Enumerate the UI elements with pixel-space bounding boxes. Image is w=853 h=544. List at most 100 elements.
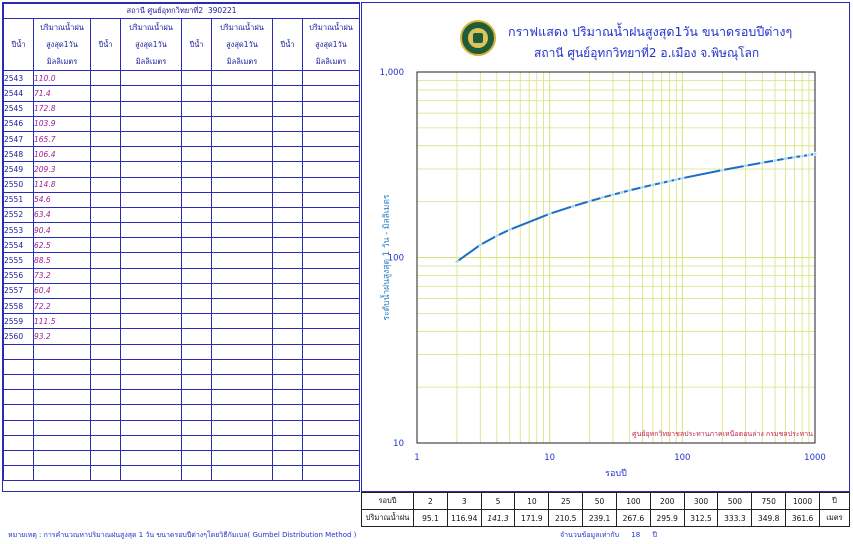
empty-cell <box>301 115 361 132</box>
year-cell: 2545 <box>3 100 34 117</box>
empty-cell <box>90 449 121 467</box>
table-row: 2544 71.4 <box>3 85 361 102</box>
empty-cell <box>120 434 182 451</box>
empty-cell <box>90 161 121 178</box>
empty-cell <box>211 282 273 300</box>
empty-cell <box>211 70 273 87</box>
empty-cell <box>181 115 212 132</box>
rain-value-cell: 95.1 <box>413 509 448 527</box>
empty-cell <box>272 434 303 451</box>
empty-cell <box>301 85 361 102</box>
year-cell: 2543 <box>3 70 34 87</box>
series-line <box>456 152 816 263</box>
table-row <box>3 419 361 436</box>
empty-cell <box>120 85 182 102</box>
rain-value-row: ปริมาณน้ำฝน 95.1 116.94 141.3 171.9 210.5 239.… <box>361 509 850 527</box>
data-point <box>674 177 679 182</box>
empty-cell <box>272 222 303 239</box>
rain-value-cell: 73.2 <box>33 267 91 284</box>
empty-cell <box>90 465 121 482</box>
x-tick-label: 10 <box>544 453 555 463</box>
table-row: 2560 93.2 <box>3 328 361 345</box>
return-period-cell: 25 <box>548 492 584 510</box>
return-period-label: รอบปี <box>361 492 414 510</box>
table-row: 2556 73.2 <box>3 267 361 284</box>
station-code: 390221 <box>207 6 237 16</box>
empty-cell <box>211 237 273 254</box>
empty-cell <box>272 343 303 360</box>
empty-cell <box>33 404 91 421</box>
empty-cell <box>272 328 303 345</box>
rain-header-line: ปริมาณน้ำฝน <box>220 23 264 33</box>
empty-cell <box>272 237 303 254</box>
data-point <box>800 154 805 159</box>
rain-header-line: มิลลิเมตร <box>46 57 78 67</box>
rain-value-cell: 165.7 <box>33 130 91 148</box>
empty-cell <box>272 282 303 300</box>
empty-cell <box>181 404 212 421</box>
return-period-row: รอบปี 2 3 5 10 25 50 100 200 300 500 750 1000 ปี <box>361 492 850 510</box>
year-column-header: ปีน้ำ <box>272 18 303 72</box>
empty-cell <box>90 146 121 163</box>
empty-cell <box>90 222 121 239</box>
rain-value-cell: 209.3 <box>33 161 91 178</box>
empty-cell <box>181 130 212 148</box>
empty-cell <box>120 222 182 239</box>
empty-cell <box>120 252 182 269</box>
empty-cell <box>211 434 273 451</box>
empty-cell <box>90 358 121 375</box>
empty-cell <box>3 434 34 451</box>
rain-value-cell: 295.9 <box>649 509 685 527</box>
empty-cell <box>181 465 212 482</box>
empty-cell <box>301 146 361 163</box>
y-tick-label: 1,000 <box>380 68 404 78</box>
table-row: 2548 106.4 <box>3 146 361 163</box>
empty-cell <box>181 389 212 406</box>
table-row <box>3 404 361 421</box>
empty-cell <box>120 389 182 406</box>
rain-header-line: สูงสุด1วัน <box>226 40 258 50</box>
rain-value-cell: 110.0 <box>33 70 91 87</box>
rain-column-header: ปริมาณน้ำฝน สูงสุด1วัน มิลลิเมตร <box>33 18 91 72</box>
table-row: 2549 209.3 <box>3 161 361 178</box>
empty-cell <box>120 206 182 224</box>
empty-cell <box>181 267 212 284</box>
empty-cell <box>301 130 361 148</box>
empty-cell <box>3 373 34 391</box>
empty-cell <box>33 465 91 482</box>
empty-cell <box>120 343 182 360</box>
empty-cell <box>301 328 361 345</box>
empty-cell <box>90 70 121 87</box>
empty-cell <box>120 146 182 163</box>
return-period-cell: 2 <box>413 492 448 510</box>
rain-value-cell: 171.9 <box>514 509 550 527</box>
empty-cell <box>3 343 34 360</box>
empty-cell <box>181 373 212 391</box>
rain-header-line: มิลลิเมตร <box>315 57 347 67</box>
chart-title: กราฟแสดง ปริมาณน้ำฝนสูงสุด1วัน ขนาดรอบปี… <box>508 24 793 39</box>
empty-cell <box>272 297 303 315</box>
table-row <box>3 465 361 482</box>
station-name: สถานี ศูนย์อุทกวิทยาที่2 <box>126 6 204 16</box>
empty-cell <box>181 85 212 102</box>
empty-cell <box>120 373 182 391</box>
rain-value-cell: 71.4 <box>33 85 91 102</box>
empty-cell <box>211 176 273 193</box>
column-header-row: ปีน้ำ ปริมาณน้ำฝน สูงสุด1วัน มิลลิเมตร ปีน้ำ… <box>3 18 361 72</box>
empty-cell <box>33 434 91 451</box>
empty-cell <box>272 176 303 193</box>
table-row: 2550 114.8 <box>3 176 361 193</box>
empty-cell <box>272 465 303 482</box>
empty-cell <box>301 282 361 300</box>
station-header-row: สถานี ศูนย์อุทกวิทยาที่2 390221 <box>2 2 361 20</box>
empty-cell <box>272 267 303 284</box>
data-point <box>610 192 616 197</box>
table-row: 2558 72.2 <box>3 297 361 315</box>
table-row: 2553 90.4 <box>3 222 361 239</box>
data-point <box>547 211 552 216</box>
empty-cell <box>211 85 273 102</box>
empty-cell <box>120 465 182 482</box>
empty-cell <box>181 191 212 208</box>
empty-cell <box>120 161 182 178</box>
empty-cell <box>272 191 303 208</box>
